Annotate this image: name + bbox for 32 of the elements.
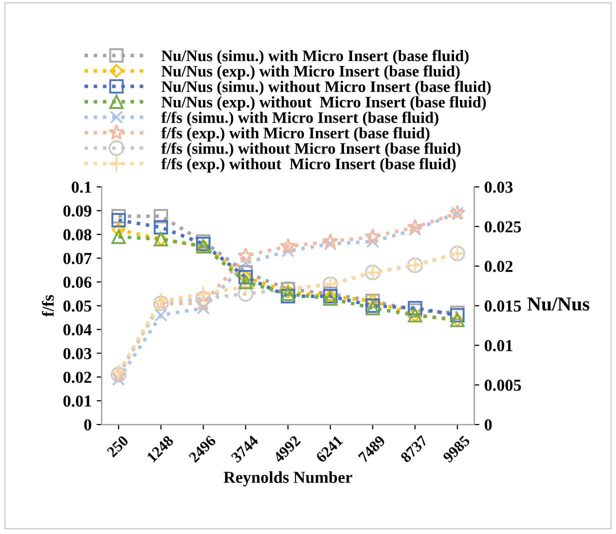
y2-tick-label: 0 [484,419,492,430]
legend-label: f/fs (simu.) with Micro Insert (base fluid) [161,112,438,126]
y-tick-label: 0.04 [63,324,92,336]
y2-tick-label: 0.02 [484,260,512,272]
legend-label: f/fs (simu.) without Micro Insert (base fluid) [161,142,461,158]
x-tick-label: 250 [106,434,129,458]
y2-tick-label: 0.025 [484,221,521,233]
legend-label: f/fs (exp.) without Micro Insert (base fluid) [161,158,456,173]
y-tick-label: 0.02 [63,372,92,384]
x-tick-label: 6241 [315,435,344,464]
y2-tick-label: 0.015 [484,300,521,312]
y-tick-label: 0.03 [63,348,92,360]
y-tick-label: 0.1 [72,182,92,193]
legend-label: Nu/Nus (simu.) without Micro Insert (base fluid) [161,80,491,96]
x-tick-label: 4992 [272,435,302,464]
legend-label: f/fs (exp.) with Micro Insert (base fluid) [161,127,430,142]
y-tick-label: 0.09 [63,205,92,217]
y-axis-title: f/fs [42,295,54,317]
y-tick-label: 0.08 [63,229,92,240]
legend-label: Nu/Nus (simu.) with Micro Insert (base fluid) [161,50,469,64]
y-tick-label: 0 [84,419,92,430]
legend-label: Nu/Nus (exp.) without Micro Insert (base fluid) [161,96,486,111]
y-tick-label: 0.05 [63,300,92,312]
y-tick-label: 0.01 [63,395,92,407]
y-tick-label: 0.06 [63,276,92,288]
y2-tick-label: 0.01 [484,340,512,352]
legend-label: Nu/Nus (exp.) with Micro Insert (base fluid) [161,65,460,80]
y2-tick-label: 0.005 [484,380,521,391]
y-tick-label: 0.07 [63,252,92,264]
y2-axis-title: Nu/Nus [527,298,590,311]
x-axis-title: Reynolds Number [224,471,352,486]
y2-tick-label: 0.03 [484,182,513,193]
